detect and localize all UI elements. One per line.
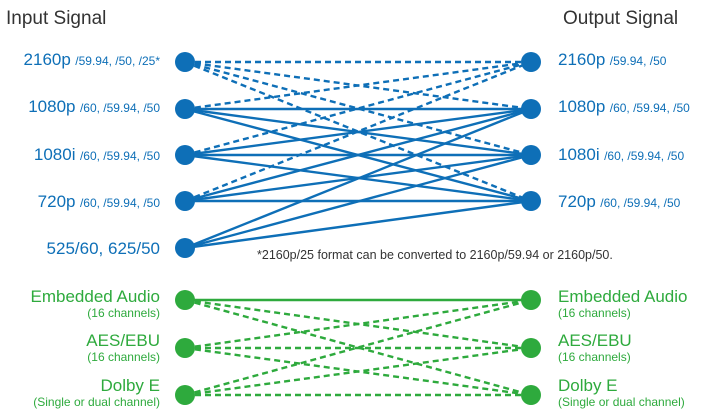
output-video-node-0	[521, 52, 541, 72]
output-video-1080i: 1080i /60, /59.94, /50	[558, 145, 685, 164]
video-link-4-1	[184, 107, 532, 250]
input-video-node-1	[175, 99, 195, 119]
input-video-2160p: 2160p /59.94, /50, /25*	[23, 50, 160, 69]
input-video-node-2	[175, 145, 195, 165]
input-video-720p: 720p /60, /59.94, /50	[37, 192, 160, 211]
conversion-footnote: *2160p/25 format can be converted to 216…	[257, 248, 613, 262]
output-audio-dolby-e: Dolby E (Single or dual channel)	[558, 376, 685, 409]
video-link-4-3	[184, 199, 532, 250]
video-link-1-0	[184, 60, 532, 111]
output-audio-embedded: Embedded Audio (16 channels)	[558, 287, 688, 320]
input-audio-embedded: Embedded Audio (16 channels)	[30, 287, 161, 320]
video-link-2-1	[184, 107, 532, 157]
output-video-720p: 720p /60, /59.94, /50	[558, 192, 681, 211]
input-video-node-3	[175, 191, 195, 211]
output-audio-aes-ebu: AES/EBU (16 channels)	[558, 331, 632, 364]
output-audio-node-2	[521, 385, 541, 405]
input-audio-aes-ebu: AES/EBU (16 channels)	[86, 331, 160, 364]
output-video-2160p: 2160p /59.94, /50	[558, 50, 667, 69]
output-video-1080p: 1080p /60, /59.94, /50	[558, 97, 690, 116]
output-audio-node-0	[521, 290, 541, 310]
audio-link-1-0	[184, 298, 532, 350]
output-video-node-1	[521, 99, 541, 119]
input-audio-node-0	[175, 290, 195, 310]
video-link-3-1	[184, 107, 532, 203]
audio-link-2-1	[184, 346, 532, 397]
output-audio-node-1	[521, 338, 541, 358]
output-video-node-3	[521, 191, 541, 211]
video-link-4-2	[184, 153, 532, 250]
input-video-sd: 525/60, 625/50	[46, 239, 160, 258]
input-audio-node-1	[175, 338, 195, 358]
video-link-0-3	[184, 60, 532, 203]
video-link-3-0	[184, 60, 532, 203]
input-signal-header: Input Signal	[6, 8, 107, 29]
input-video-node-4	[175, 238, 195, 258]
output-video-node-2	[521, 145, 541, 165]
input-audio-node-2	[175, 385, 195, 405]
input-video-node-0	[175, 52, 195, 72]
input-video-1080p: 1080p /60, /59.94, /50	[28, 97, 160, 116]
input-video-1080i: 1080i /60, /59.94, /50	[33, 145, 160, 164]
output-signal-header: Output Signal	[563, 8, 679, 29]
input-audio-dolby-e: Dolby E (Single or dual channel)	[33, 376, 160, 409]
